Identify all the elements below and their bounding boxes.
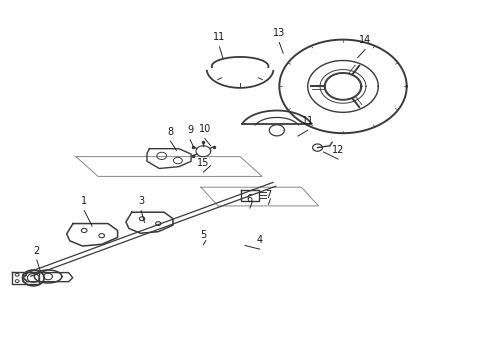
Text: 4: 4 bbox=[257, 235, 263, 245]
Text: 9: 9 bbox=[187, 125, 193, 135]
Text: 5: 5 bbox=[200, 230, 206, 240]
Text: 11: 11 bbox=[301, 116, 314, 126]
Text: 12: 12 bbox=[332, 145, 344, 155]
Text: 15: 15 bbox=[197, 158, 210, 168]
Text: 7: 7 bbox=[266, 190, 271, 200]
Text: 6: 6 bbox=[247, 194, 253, 204]
Text: 1: 1 bbox=[81, 196, 87, 206]
Text: 10: 10 bbox=[199, 124, 211, 134]
Text: 8: 8 bbox=[168, 127, 173, 137]
Text: 3: 3 bbox=[138, 196, 144, 206]
Text: 11: 11 bbox=[214, 32, 225, 42]
Text: 14: 14 bbox=[359, 35, 371, 45]
Text: 2: 2 bbox=[34, 246, 40, 256]
Text: 13: 13 bbox=[273, 28, 285, 38]
